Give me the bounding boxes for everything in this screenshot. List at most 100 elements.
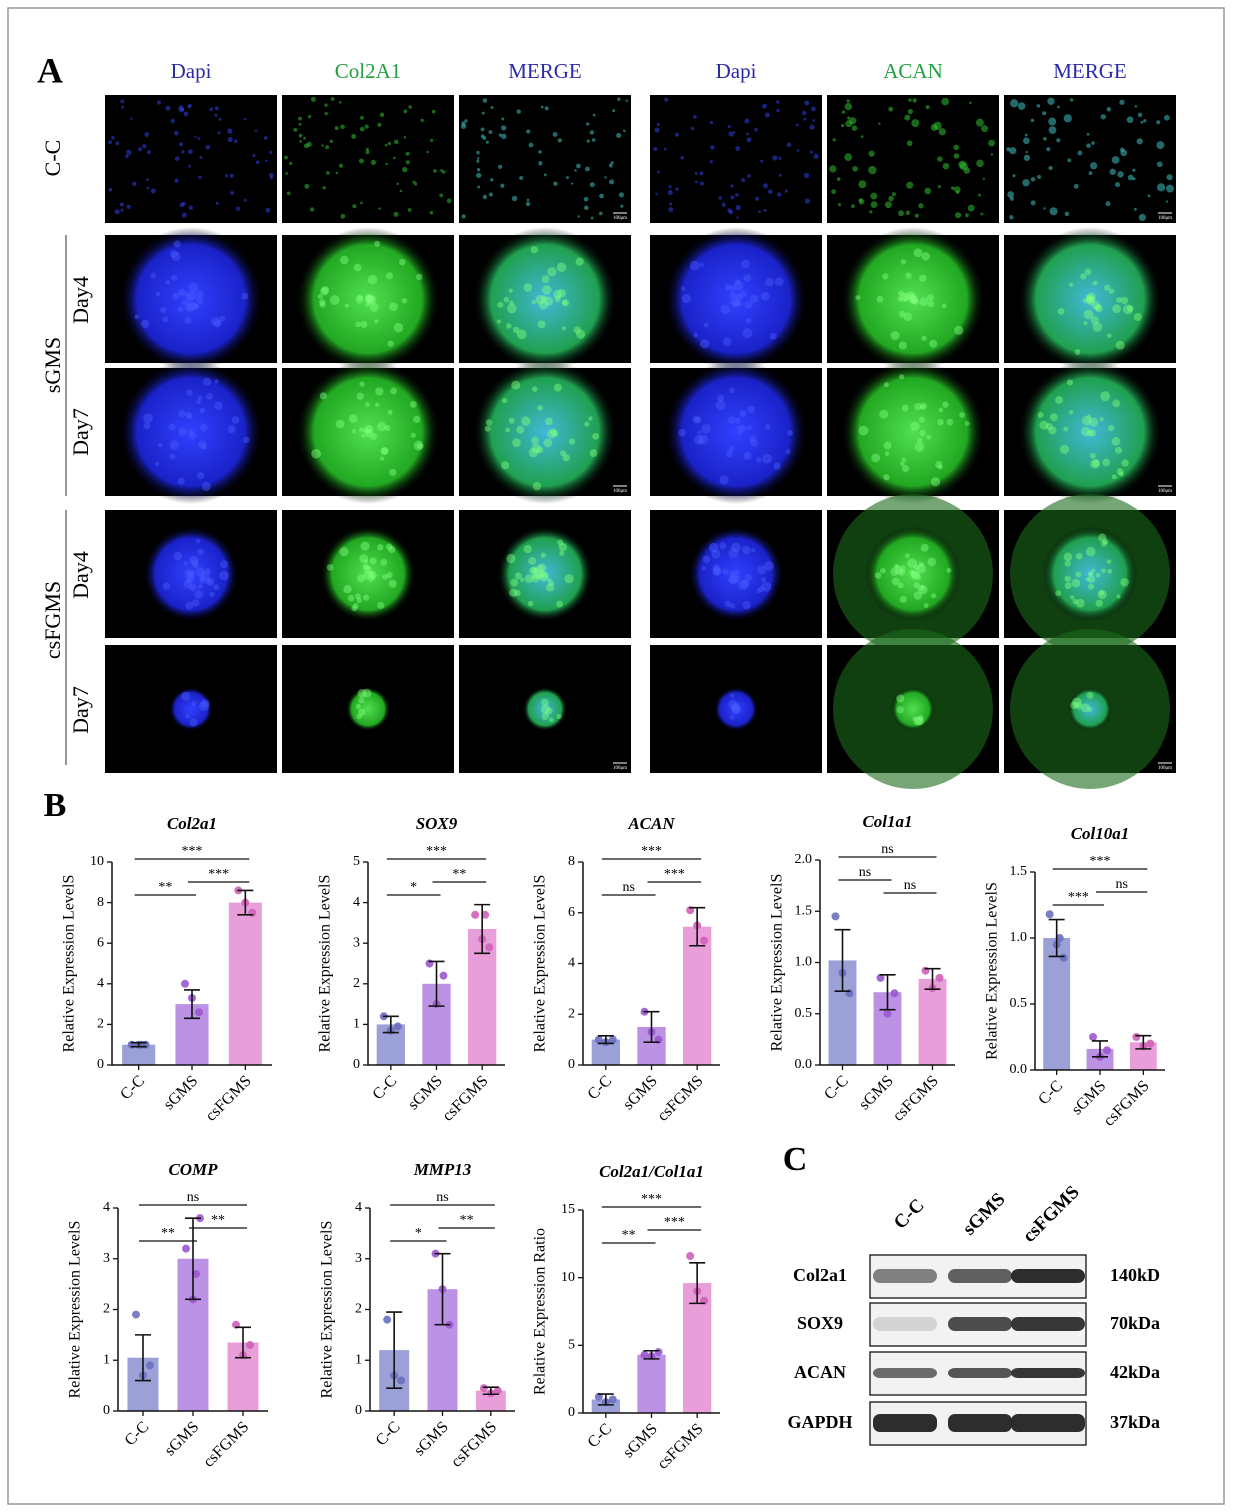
cell	[310, 96, 316, 102]
spheroid	[473, 360, 617, 504]
cell	[108, 140, 113, 145]
cell	[433, 169, 437, 173]
cell	[174, 130, 179, 136]
column-header: Col2A1	[335, 59, 402, 83]
row-group: C-C	[40, 140, 65, 177]
cell	[497, 301, 504, 308]
cell	[363, 564, 372, 574]
spheroid	[1068, 687, 1112, 731]
cell	[194, 590, 204, 599]
cell	[612, 109, 616, 113]
cell	[724, 284, 732, 291]
cell	[533, 567, 539, 573]
y-tick-label: 2	[355, 1302, 362, 1317]
cell	[903, 312, 913, 322]
significance-label: ns	[859, 865, 871, 880]
cell	[967, 204, 975, 212]
cell	[913, 716, 923, 726]
cell	[304, 183, 310, 189]
scale-bar-label: 100μm	[1158, 489, 1172, 494]
cell	[897, 290, 904, 297]
cell	[938, 407, 944, 413]
cell	[189, 718, 198, 727]
cell	[890, 567, 899, 577]
data-point	[195, 1008, 203, 1017]
cell	[909, 294, 917, 301]
cell	[918, 416, 925, 423]
cell	[832, 138, 836, 142]
cell	[156, 100, 161, 105]
cell	[1114, 446, 1122, 454]
cell	[548, 717, 554, 723]
cell	[410, 432, 416, 438]
data-point	[181, 979, 189, 988]
cell	[732, 301, 739, 308]
cell	[211, 316, 221, 327]
cell	[907, 558, 918, 569]
cell	[1009, 147, 1017, 155]
cell	[573, 326, 581, 334]
column-header: MERGE	[1053, 59, 1127, 83]
y-axis-label: Relative Expression LevelS	[67, 1221, 84, 1399]
cell	[741, 259, 751, 269]
cell	[217, 131, 221, 135]
cell	[181, 299, 188, 306]
error-bar	[434, 1252, 451, 1326]
data-point	[1059, 953, 1068, 962]
cell	[174, 178, 179, 183]
cell	[699, 181, 704, 186]
cell	[206, 392, 213, 400]
cell	[981, 125, 989, 133]
cell	[910, 421, 920, 431]
cell	[200, 423, 208, 432]
cell	[844, 153, 853, 162]
cell	[184, 569, 193, 577]
cell	[1095, 304, 1103, 313]
cell	[338, 101, 342, 104]
cell	[501, 397, 508, 404]
cell	[1063, 114, 1072, 123]
cell	[184, 316, 192, 325]
cell	[388, 302, 398, 312]
cell	[896, 694, 905, 703]
cell	[933, 121, 942, 130]
cell	[911, 570, 916, 575]
cell	[1082, 298, 1088, 303]
cell	[405, 160, 410, 165]
cell	[364, 428, 373, 438]
cell	[574, 169, 577, 172]
error-bar	[643, 1349, 660, 1360]
cell	[538, 300, 549, 310]
cell	[891, 577, 900, 586]
cell	[198, 175, 202, 180]
cell	[1137, 112, 1143, 118]
cell	[293, 127, 298, 132]
cell	[908, 98, 912, 102]
cell	[552, 430, 559, 437]
cell	[289, 161, 293, 166]
cell	[745, 317, 752, 324]
y-tick-label: 5	[568, 1338, 575, 1353]
cell	[490, 178, 494, 182]
cell	[910, 570, 921, 580]
cell	[709, 120, 714, 125]
cell	[170, 118, 175, 124]
cell	[1100, 114, 1106, 120]
cell	[340, 213, 346, 219]
cell	[1037, 174, 1042, 179]
cell	[1133, 207, 1137, 211]
cell	[860, 135, 864, 139]
cell	[920, 405, 925, 410]
cell	[155, 291, 161, 297]
cell	[227, 425, 236, 434]
micrograph	[105, 95, 277, 223]
cell	[147, 150, 151, 155]
cell	[754, 196, 760, 201]
cell	[722, 337, 732, 346]
cell	[531, 566, 539, 574]
day-label: Day4	[68, 551, 93, 599]
cell	[512, 326, 520, 334]
cell	[750, 439, 759, 447]
cell	[536, 446, 544, 454]
cell	[1049, 207, 1058, 216]
